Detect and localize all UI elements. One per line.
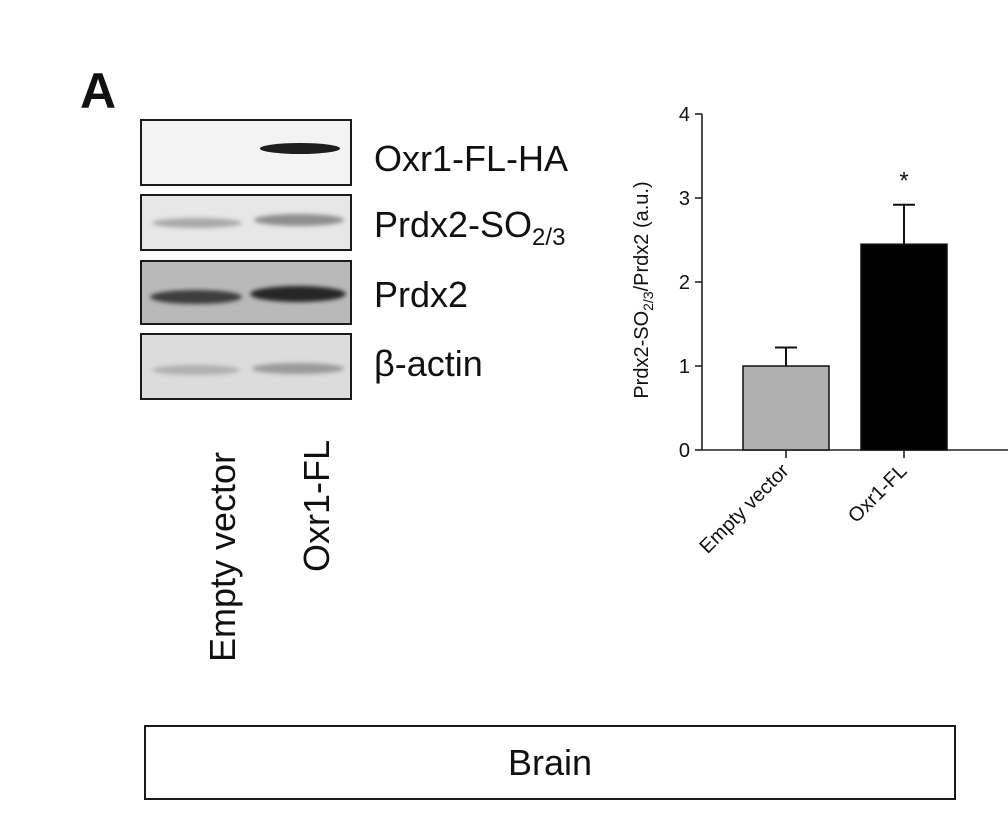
y-tick-label: 2 xyxy=(679,272,690,294)
blot-strip-prdx2 xyxy=(140,260,352,325)
blot-label-oxr1-fl-ha: Oxr1-FL-HA xyxy=(374,138,569,179)
panel-letter: A xyxy=(80,63,117,119)
band-prdx2-so-oxr1 xyxy=(254,214,344,226)
y-tick-label: 0 xyxy=(679,440,690,462)
tissue-label-box: Brain xyxy=(144,725,956,800)
bar-0 xyxy=(742,365,830,451)
band-beta-actin-empty xyxy=(152,365,240,375)
x-tick-label-1: Oxr1-FL xyxy=(844,460,911,527)
blot-strip-oxr1-fl-ha xyxy=(140,119,352,186)
bar-chart: 0 1 2 3 4 Empty vector * Oxr1-FL Prdx2-SO2/3/Prd… xyxy=(631,104,1008,558)
tissue-label: Brain xyxy=(507,741,593,783)
blot-label-prdx2: Prdx2 xyxy=(374,274,469,315)
blot-label-prdx2-so: Prdx2-SO2/3 xyxy=(374,204,566,251)
y-tick-label: 1 xyxy=(679,356,690,378)
x-tick-label-0: Empty vector xyxy=(695,460,793,558)
y-axis-label: Prdx2-SO2/3/Prdx2 (a.u.) xyxy=(631,181,656,398)
significance-marker-1: * xyxy=(899,168,908,195)
lane-label-oxr1-fl: Oxr1-FL xyxy=(296,439,337,572)
band-beta-actin-oxr1 xyxy=(252,363,344,374)
band-prdx2-oxr1 xyxy=(250,286,346,302)
y-tick-label: 4 xyxy=(679,104,690,126)
lane-label-empty-vector: Empty vector xyxy=(202,451,243,662)
blot-strip-beta-actin xyxy=(140,333,352,400)
band-prdx2-so-empty xyxy=(152,218,242,228)
blot-strip-prdx2-so xyxy=(140,194,352,251)
y-tick-label: 3 xyxy=(679,188,690,210)
bar-1 xyxy=(860,243,948,451)
blot-label-beta-actin: β-actin xyxy=(374,343,483,384)
band-oxr1-fl-ha-oxr1 xyxy=(260,143,340,154)
band-prdx2-empty xyxy=(150,290,242,304)
